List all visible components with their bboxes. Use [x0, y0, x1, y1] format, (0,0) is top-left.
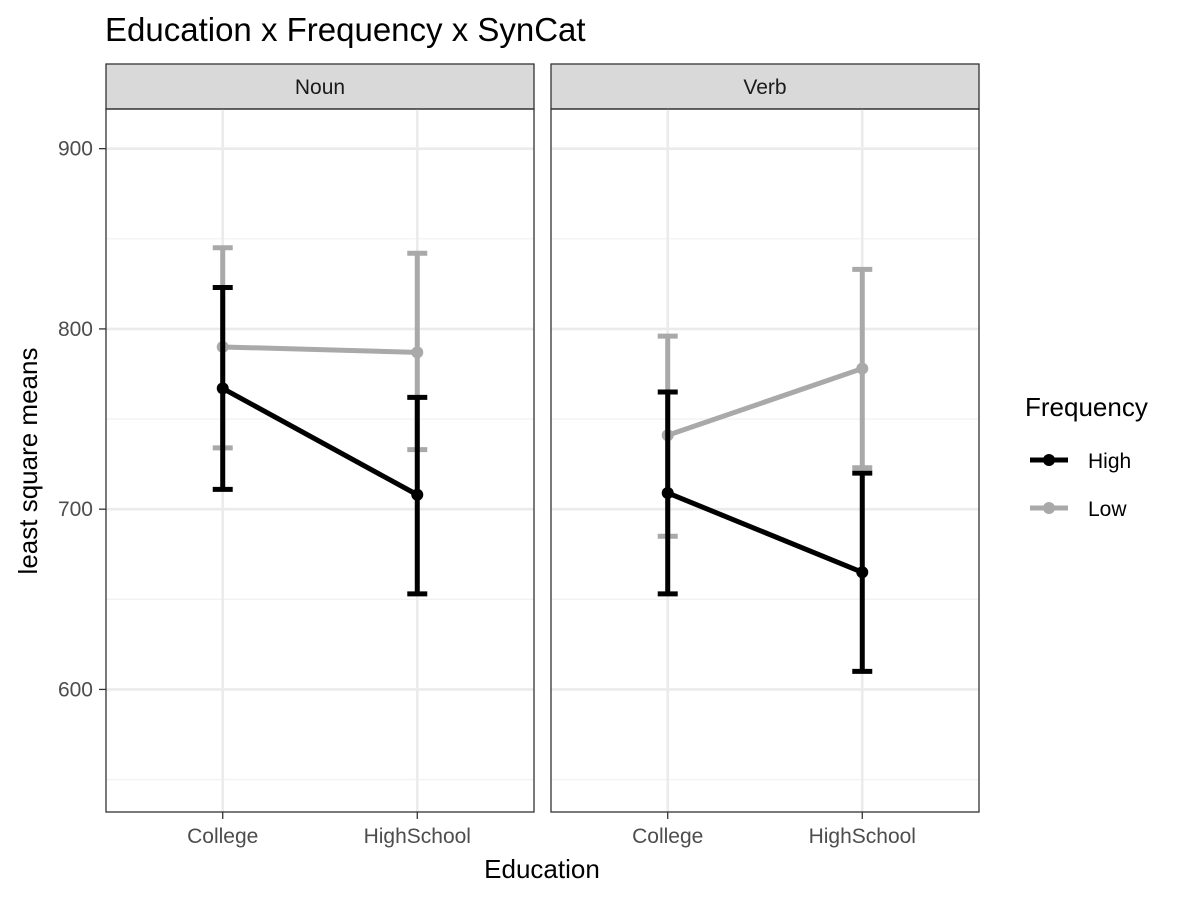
legend-items: High Low	[1030, 450, 1131, 521]
x-axis: College HighSchool College HighSchool	[187, 812, 916, 848]
legend-label: Low	[1088, 498, 1127, 521]
data-point-high	[661, 486, 674, 499]
strip-noun-bg	[105, 63, 535, 110]
legend-key-point	[1043, 454, 1055, 466]
data-point-low	[411, 346, 424, 359]
grid-verb	[551, 109, 979, 812]
x-tick-label: HighSchool	[364, 825, 471, 848]
legend-title: Frequency	[1025, 392, 1148, 422]
panel-noun: Noun	[105, 63, 535, 813]
marks-noun	[212, 245, 428, 597]
y-tick-label: 900	[58, 138, 93, 161]
strip-noun-label: Noun	[295, 76, 345, 99]
y-tick-label: 600	[58, 678, 93, 701]
legend-key-point	[1043, 502, 1055, 514]
data-point-low	[856, 362, 869, 375]
data-point-high	[216, 382, 229, 395]
legend-label: High	[1088, 450, 1131, 473]
series-line-high	[221, 386, 419, 497]
marks-verb	[657, 266, 873, 674]
series-line-low	[666, 366, 864, 438]
legend: Frequency High Low	[1025, 392, 1148, 521]
y-axis: 600 700 800 900	[58, 138, 106, 701]
y-axis-title: least square means	[13, 348, 43, 575]
legend-item-low: Low	[1030, 498, 1127, 521]
series-line-low	[222, 344, 418, 355]
strip-verb-label: Verb	[743, 76, 786, 99]
x-tick-label: HighSchool	[809, 825, 916, 848]
panel-verb-border	[550, 108, 980, 813]
chart-title: Education x Frequency x SynCat	[105, 11, 586, 48]
strip-verb-bg	[550, 63, 980, 110]
data-point-high	[856, 566, 869, 579]
x-tick-label: College	[187, 825, 258, 848]
series-line-high	[666, 490, 864, 575]
legend-item-high: High	[1030, 450, 1131, 473]
x-axis-title: Education	[484, 854, 600, 884]
y-tick-label: 800	[58, 318, 93, 341]
panel-verb: Verb	[550, 63, 980, 813]
panel-noun-border	[105, 108, 535, 813]
x-tick-label: College	[632, 825, 703, 848]
data-point-high	[411, 488, 424, 501]
y-tick-label: 700	[58, 498, 93, 521]
grid-noun	[106, 109, 534, 812]
